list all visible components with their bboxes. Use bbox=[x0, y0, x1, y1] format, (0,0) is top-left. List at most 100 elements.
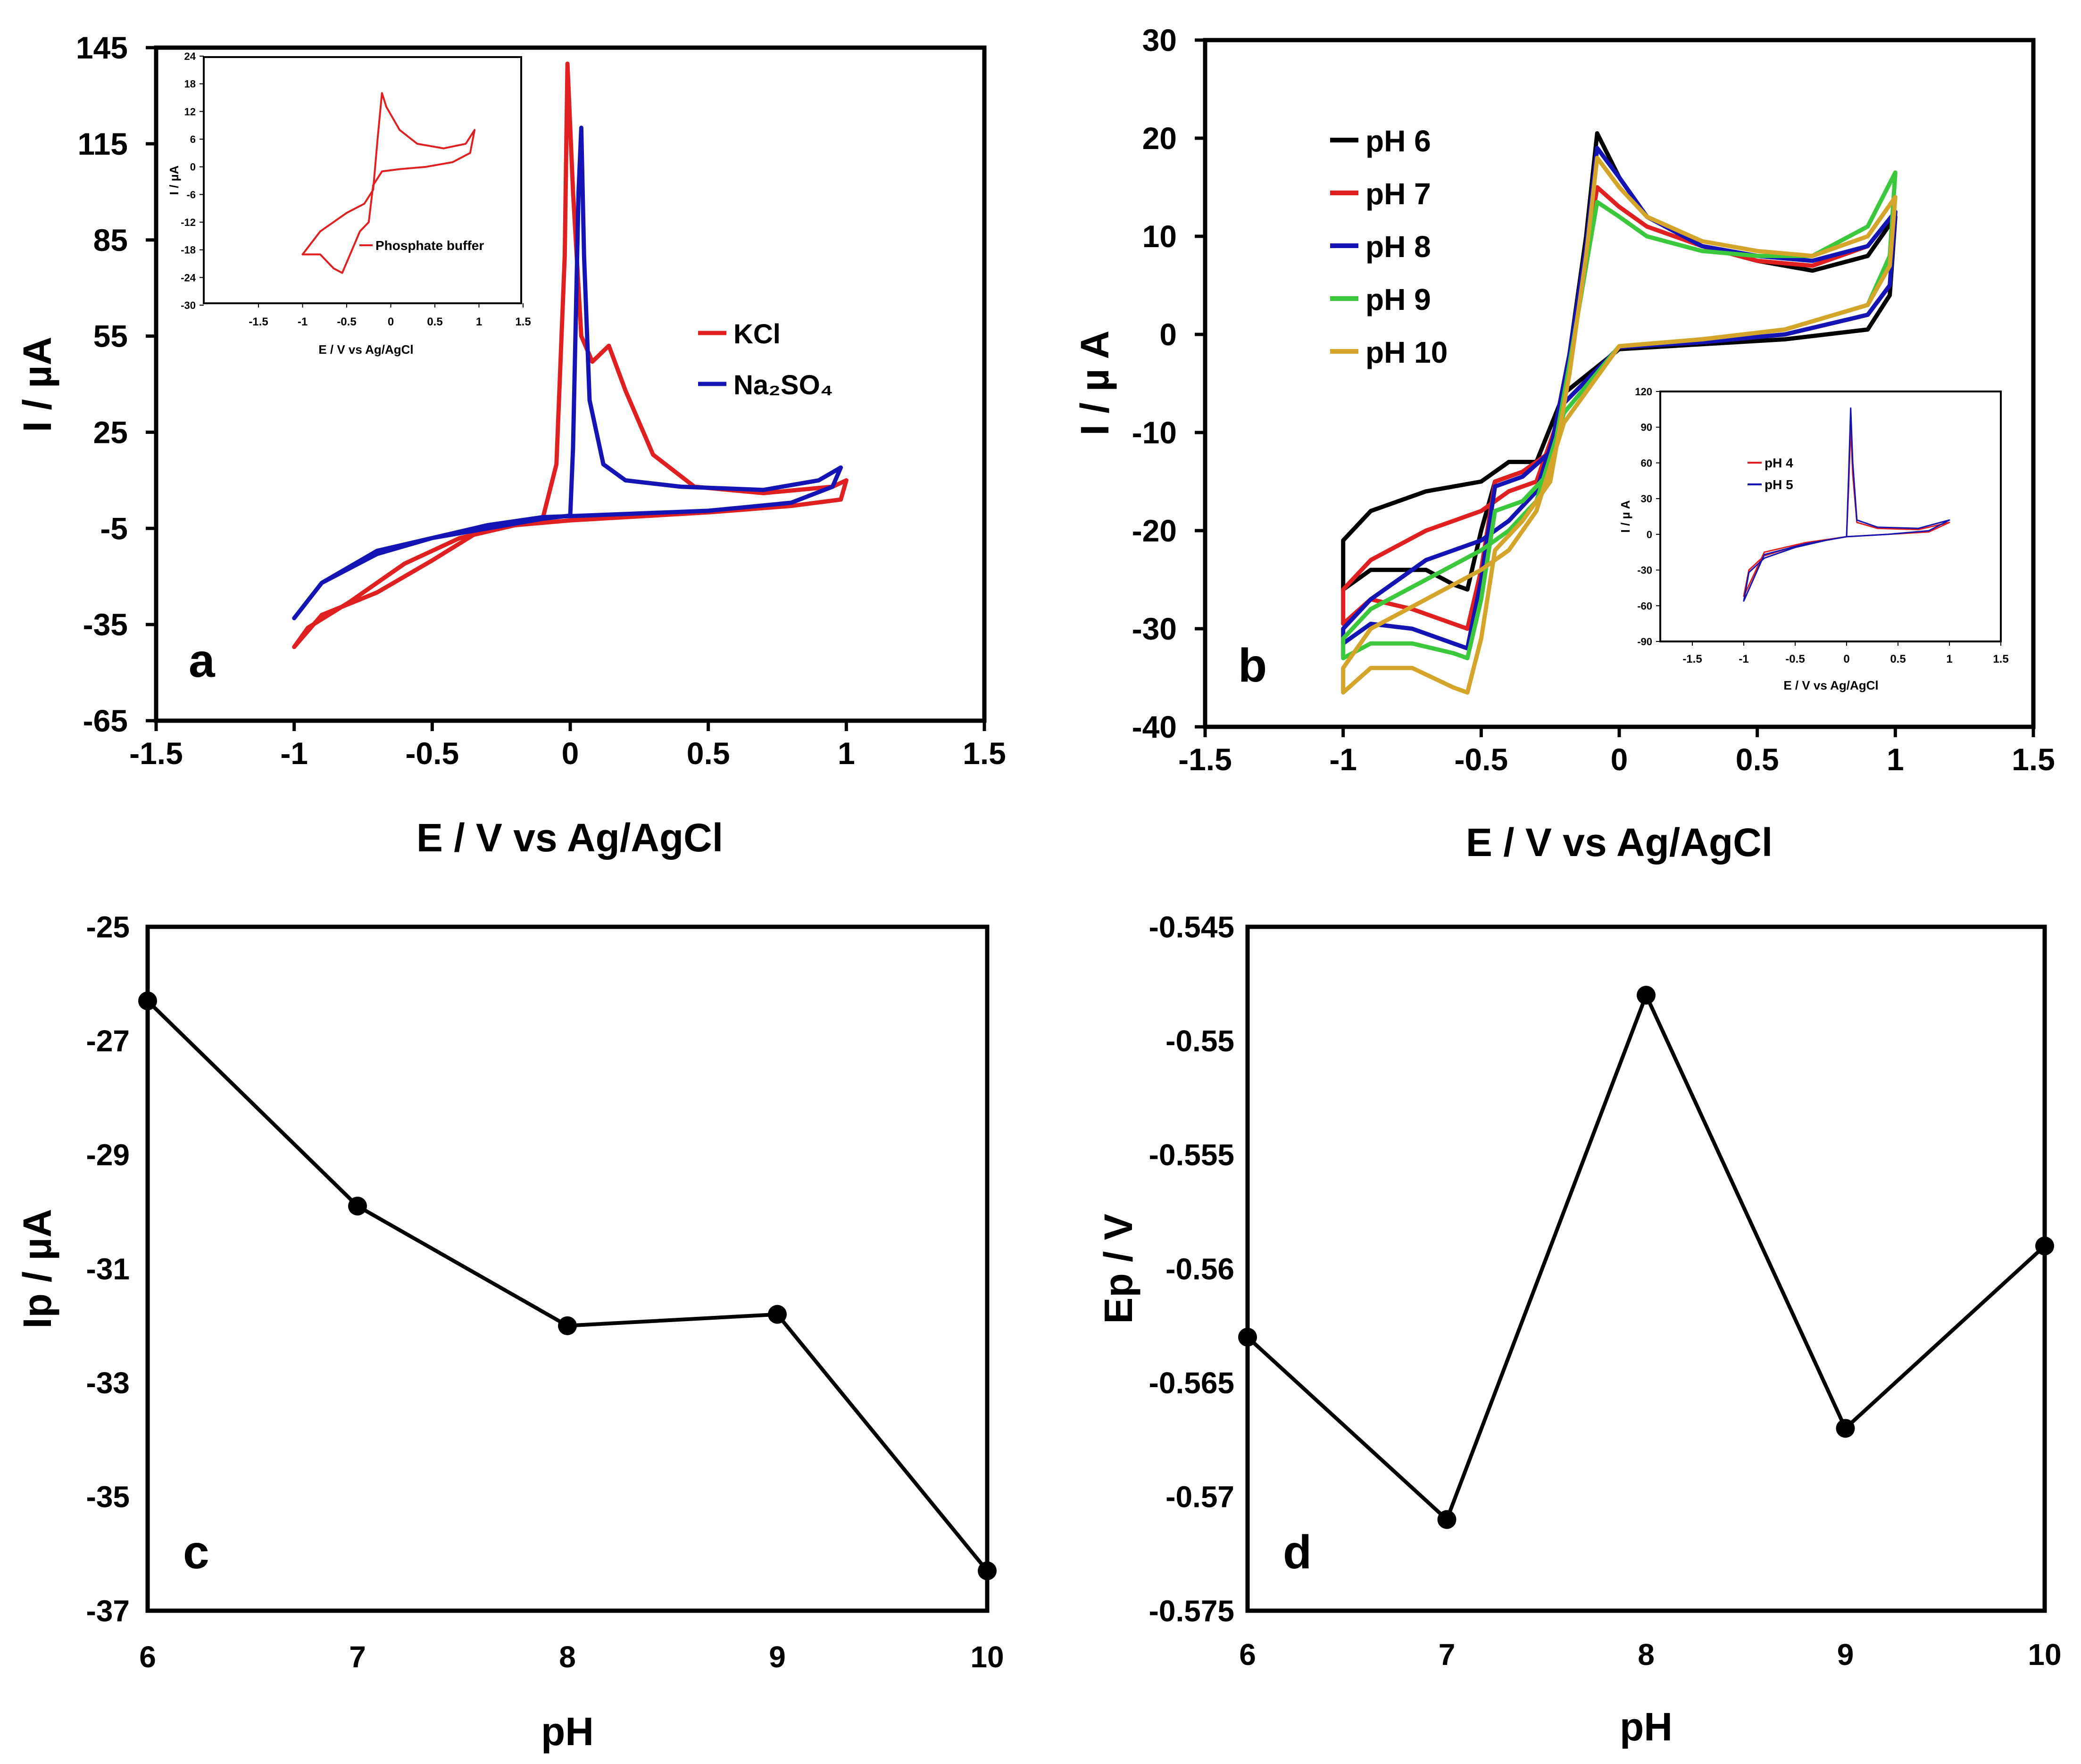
panel-a-inset-legend-label: Phosphate buffer bbox=[375, 238, 484, 253]
panel-b-series-line bbox=[1341, 146, 1898, 651]
panel-c-data-point bbox=[138, 991, 157, 1011]
panel-d-data-point bbox=[2035, 1236, 2054, 1256]
panel-d-y-tick-label: -0.57 bbox=[1165, 1480, 1234, 1514]
panel-b-label: b bbox=[1238, 639, 1267, 692]
panel-d-y-tick-label: -0.545 bbox=[1149, 910, 1234, 944]
panel-a-x-tick-label: 1.5 bbox=[963, 736, 1006, 771]
panel-c-plot-frame bbox=[145, 924, 990, 1613]
panel-d-y-axis-title: Ep / V bbox=[1096, 1214, 1140, 1323]
panel-b-inset-y-tick-label: -30 bbox=[1637, 565, 1652, 576]
panel-b-inset-y-tick-label: 120 bbox=[1635, 386, 1652, 398]
panel-b-inset-y-tick-label: -90 bbox=[1637, 636, 1652, 648]
panel-c-data-point bbox=[348, 1197, 367, 1216]
panel-a-legend-label: KCl bbox=[733, 319, 781, 349]
panel-b-inset-x-tick-label: -0.5 bbox=[1785, 653, 1805, 666]
panel-d-series-line bbox=[1246, 993, 2047, 1522]
panel-b-legend-label: pH 6 bbox=[1365, 124, 1431, 158]
panel-c: 6 7 8 9 10 -37 -35 -33 -31 -29 -27 -25 c pH Ip / µA bbox=[15, 910, 1004, 1754]
panel-d-label: d bbox=[1283, 1526, 1312, 1579]
panel-a-inset-x-tick-label: -1.5 bbox=[249, 316, 268, 328]
panel-d-series bbox=[1238, 986, 2054, 1529]
panel-b-legend-label: pH 8 bbox=[1365, 230, 1431, 264]
panel-b-y-tick-label: -30 bbox=[1132, 611, 1177, 646]
panel-b-y-axis-title: I / µ A bbox=[1073, 331, 1117, 436]
panel-b-inset-x-tick-label: -1.5 bbox=[1682, 653, 1702, 666]
panel-b-inset-x-tick-label: 0.5 bbox=[1890, 653, 1906, 666]
panel-a-x-tick-label: -1 bbox=[280, 736, 308, 771]
panel-c-y-tick-label: -31 bbox=[86, 1252, 130, 1286]
panel-d-data-point bbox=[1637, 986, 1656, 1005]
panel-c-x-tick-label: 8 bbox=[559, 1640, 576, 1674]
panel-a-x-tick-label: -1.5 bbox=[129, 736, 183, 771]
panel-c-y-axis-title-text: Ip / µA bbox=[15, 1209, 59, 1329]
panel-d-y-tick-label: -0.56 bbox=[1165, 1252, 1234, 1286]
panel-b-y-tick-label: 30 bbox=[1142, 23, 1177, 58]
panel-b-inset: -1.5 -1 -0.5 0 0.5 1 1.5 -90 -60 -30 0 30 60 90 120 pH … bbox=[1618, 386, 2009, 692]
panel-a-inset-y-tick-label: 6 bbox=[190, 133, 196, 145]
panel-a-inset-y-tick-label: 12 bbox=[184, 106, 196, 117]
panel-b-inset-x-axis-title: E / V vs Ag/AgCl bbox=[1783, 678, 1878, 692]
panel-c-data-point bbox=[558, 1316, 577, 1335]
panel-a-inset-y-tick-label: 0 bbox=[190, 161, 196, 173]
panel-c-y-tick-label: -27 bbox=[86, 1024, 130, 1058]
panel-a-inset-x-tick-label: -1 bbox=[298, 316, 308, 328]
panel-b-x-tick-label: 1.5 bbox=[2012, 742, 2055, 777]
panel-a-y-tick-label: 85 bbox=[93, 223, 128, 258]
panel-a-x-tick-label: 0 bbox=[562, 736, 579, 771]
panel-b-inset-x-tick-label: 1.5 bbox=[1993, 653, 2008, 666]
panel-b-inset-y-tick-label: 0 bbox=[1647, 529, 1652, 541]
panel-b-series-line bbox=[1341, 170, 1898, 660]
panel-d-data-point bbox=[1437, 1510, 1457, 1529]
panel-b-series-line bbox=[1341, 156, 1898, 695]
panel-a-inset-frame bbox=[203, 56, 522, 304]
panel-c-y-axis-title: Ip / µA bbox=[15, 1209, 59, 1329]
panel-d-y-axis-title-text: Ep / V bbox=[1096, 1214, 1140, 1323]
panel-b-inset-y-tick-label: 30 bbox=[1641, 493, 1652, 505]
panel-a-inset-y-axis-title: I / µA bbox=[167, 165, 181, 195]
panel-b-legend-label: pH 7 bbox=[1365, 177, 1431, 211]
panel-b-inset-series-line bbox=[1743, 407, 1950, 602]
panel-c-y-tick-label: -25 bbox=[86, 910, 130, 944]
panel-a-inset-x-tick-label: 1.5 bbox=[515, 316, 531, 328]
panel-d-y-tick-label: -0.55 bbox=[1165, 1024, 1234, 1058]
panel-a-y-tick-label: -35 bbox=[83, 607, 128, 642]
panel-d-x-tick-label: 9 bbox=[1837, 1638, 1854, 1672]
panel-a-y-tick-label: 55 bbox=[93, 319, 128, 354]
panel-c-y-tick-label: -29 bbox=[86, 1138, 130, 1172]
panel-c-axes: 6 7 8 9 10 -37 -35 -33 -31 -29 -27 -25 bbox=[86, 910, 1004, 1674]
panel-d: 6 7 8 9 10 -0.575 -0.57 -0.565 -0.56 -0.555 -0.55 -… bbox=[1096, 910, 2062, 1749]
panel-c-y-tick-label: -33 bbox=[86, 1366, 130, 1400]
panel-c-data-point bbox=[768, 1305, 787, 1324]
panel-c-y-tick-label: -35 bbox=[86, 1480, 130, 1514]
panel-c-series bbox=[138, 991, 997, 1581]
panel-b-legend-label: pH 9 bbox=[1365, 283, 1431, 316]
panel-a-inset-x-tick-label: 0.5 bbox=[427, 316, 442, 328]
panel-a-inset-x-axis-title: E / V vs Ag/AgCl bbox=[318, 342, 413, 357]
panel-b-inset-y-tick-label: 60 bbox=[1641, 457, 1652, 469]
panel-a-y-tick-label: 115 bbox=[78, 126, 128, 161]
panel-a-inset-y-tick-label: -12 bbox=[181, 216, 196, 228]
panel-a-x-tick-label: 0.5 bbox=[687, 736, 730, 771]
panel-b-y-tick-label: -20 bbox=[1132, 513, 1177, 548]
panel-b-y-tick-label: 20 bbox=[1142, 121, 1177, 156]
panel-c-x-tick-label: 7 bbox=[349, 1640, 366, 1674]
panel-a-inset-y-tick-label: 24 bbox=[184, 50, 196, 62]
panel-d-y-tick-label: -0.565 bbox=[1149, 1366, 1234, 1400]
panel-c-data-point bbox=[978, 1561, 997, 1581]
panel-b-x-tick-label: -0.5 bbox=[1454, 742, 1508, 777]
panel-b-series bbox=[1341, 131, 1898, 695]
panel-b-y-tick-label: 10 bbox=[1142, 219, 1177, 254]
panel-a-label: a bbox=[189, 634, 216, 687]
panel-a-y-axis-title: I / µA bbox=[15, 337, 59, 432]
panel-a-inset-y-tick-label: -18 bbox=[181, 244, 196, 256]
panel-a-inset: -1.5 -1 -0.5 0 0.5 1 1.5 -30 -24 -18 -12 -6 0 6 12 18 24… bbox=[167, 50, 531, 357]
panel-a-inset-y-tick-label: -6 bbox=[186, 189, 196, 200]
panel-b-inset-y-tick-label: 90 bbox=[1641, 422, 1652, 433]
panel-a-x-axis-title: E / V vs Ag/AgCl bbox=[416, 815, 723, 860]
panel-d-data-point bbox=[1836, 1419, 1855, 1438]
panel-b-series-line bbox=[1341, 131, 1898, 592]
panel-b-y-tick-label: -40 bbox=[1132, 709, 1177, 744]
panel-a-x-tick-label: 1 bbox=[838, 736, 855, 771]
